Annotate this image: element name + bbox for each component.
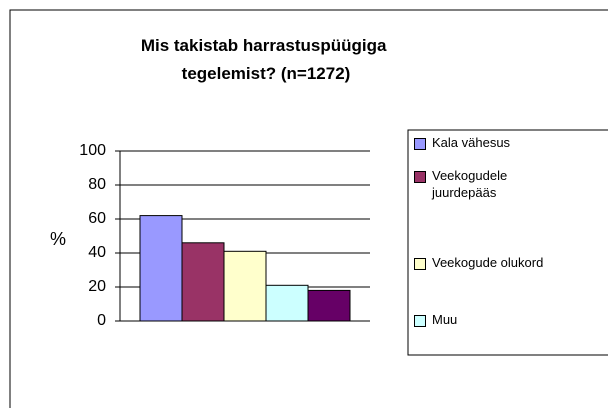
- legend-label: Veekogude olukord: [432, 255, 544, 270]
- bar: [139, 215, 183, 322]
- legend-box: [407, 129, 608, 356]
- bar: [181, 242, 225, 322]
- bar: [265, 284, 309, 322]
- legend-swatch: [414, 171, 426, 183]
- legend-label: Muu: [432, 312, 458, 327]
- y-tick-label: 60: [88, 210, 106, 227]
- legend-swatch: [414, 258, 426, 270]
- chart-title: Mis takistab harrastuspüügiga tegelemist…: [141, 36, 391, 83]
- bar: [307, 289, 351, 322]
- legend-label: Kala vähesus: [432, 135, 511, 150]
- y-tick-label: 100: [79, 142, 106, 159]
- y-axis-label: %: [50, 229, 66, 249]
- y-tick-label: 40: [88, 244, 106, 261]
- y-tick-label: 0: [97, 312, 106, 329]
- bar: [223, 250, 267, 322]
- legend-swatch: [414, 138, 426, 150]
- legend-swatch: [414, 315, 426, 327]
- y-tick-label: 80: [88, 176, 106, 193]
- y-tick-label: 20: [88, 278, 106, 295]
- legend-label: Veekogudele juurdepääs: [432, 168, 508, 200]
